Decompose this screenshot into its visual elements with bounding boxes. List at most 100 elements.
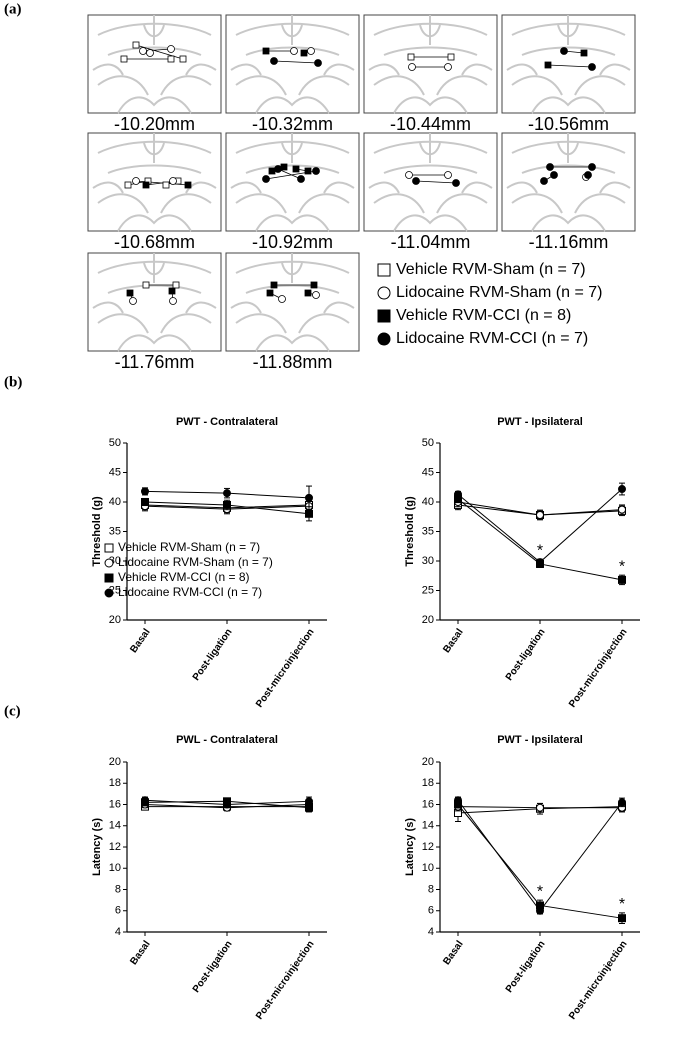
site-marker (444, 171, 452, 179)
brain-outline (298, 193, 350, 214)
site-marker (142, 181, 150, 189)
brain-outline (599, 181, 631, 194)
section-label: -10.92mm (252, 232, 333, 252)
legend-marker (104, 558, 114, 568)
site-marker (452, 179, 460, 187)
y-tick-label: 20 (422, 756, 434, 768)
site-marker (270, 57, 278, 65)
y-tick-label: 20 (422, 614, 434, 626)
brain-outline (255, 96, 330, 114)
brain-outline (599, 63, 631, 76)
x-tick-label: Post-ligation (504, 939, 548, 995)
brain-outline (323, 63, 355, 76)
brain-outline (511, 193, 563, 214)
brain-outline (298, 313, 350, 334)
chart-title: PWT - Ipsilateral (497, 734, 583, 746)
site-marker (280, 163, 288, 171)
y-axis-label: Threshold (g) (91, 496, 103, 567)
x-tick-label: Post-ligation (191, 627, 235, 683)
section-label: -10.56mm (528, 114, 609, 134)
legend-label: Lidocaine RVM-Sham (n = 7) (396, 284, 602, 301)
site-marker (179, 55, 187, 63)
panel-label: (a) (4, 1, 22, 17)
data-point (454, 490, 462, 499)
y-tick-label: 4 (428, 926, 434, 938)
y-tick-label: 18 (109, 777, 121, 789)
section-label: -11.76mm (115, 352, 195, 372)
brain-outline (160, 75, 212, 96)
y-tick-label: 6 (428, 905, 434, 917)
site-link (547, 64, 593, 68)
site-marker (124, 181, 132, 189)
panel-label: (b) (4, 374, 22, 390)
brain-outline (92, 301, 124, 314)
brain-outline (245, 164, 340, 174)
legend-marker (104, 573, 114, 583)
site-marker (167, 55, 175, 63)
brain-outline (160, 313, 212, 334)
y-tick-label: 6 (115, 905, 121, 917)
y-axis-label: Threshold (g) (404, 496, 416, 567)
site-marker (560, 47, 568, 55)
y-tick-label: 50 (422, 437, 434, 449)
chart-title: PWT - Contralateral (176, 416, 278, 428)
brain-outline (160, 193, 212, 214)
brain-outline (574, 193, 626, 214)
site-marker (292, 165, 300, 173)
site-marker (290, 47, 298, 55)
y-tick-label: 35 (422, 525, 434, 537)
site-marker (168, 287, 176, 295)
site-marker (544, 61, 552, 69)
section-image (501, 132, 636, 232)
brain-outline (92, 63, 124, 76)
data-point (618, 798, 626, 807)
site-marker (262, 47, 270, 55)
site-marker (584, 171, 592, 179)
site-marker (132, 41, 140, 49)
site-marker (172, 281, 180, 289)
site-marker (312, 291, 320, 299)
brain-outline (531, 96, 606, 114)
brain-outline (117, 96, 192, 114)
site-marker (405, 171, 413, 179)
x-tick-label: Basal (441, 939, 465, 967)
x-tick-label: Post-microinjection (254, 627, 317, 710)
brain-outline (235, 75, 287, 96)
data-point (305, 509, 313, 518)
brain-outline (281, 262, 303, 276)
brain-outline (368, 181, 400, 194)
site-marker (262, 175, 270, 183)
legend-label: Vehicle RVM-Sham (n = 7) (118, 540, 260, 554)
brain-outline (245, 284, 340, 294)
brain-outline (281, 142, 303, 156)
data-point (536, 803, 544, 812)
data-point (536, 510, 544, 519)
site-marker (580, 49, 588, 57)
site-marker (266, 289, 274, 297)
site-marker (588, 163, 596, 171)
site-marker (278, 295, 286, 303)
data-point (618, 914, 626, 923)
site-marker (314, 59, 322, 67)
site-marker (300, 49, 308, 57)
brain-outline (185, 63, 217, 76)
y-tick-label: 40 (422, 496, 434, 508)
site-marker (304, 289, 312, 297)
x-tick-label: Basal (128, 939, 152, 967)
section-image (363, 14, 498, 114)
brain-outline (521, 164, 616, 174)
y-tick-label: 20 (109, 756, 121, 768)
data-point (305, 797, 313, 806)
brain-outline (185, 181, 217, 194)
annotation: * (619, 558, 625, 575)
y-axis-label: Latency (s) (91, 818, 103, 876)
site-link (273, 60, 319, 64)
brain-outline (255, 334, 330, 352)
legend-marker (377, 332, 391, 346)
data-point (141, 498, 149, 506)
brain-outline (373, 75, 425, 96)
data-point (536, 558, 544, 567)
brain-outline (97, 75, 149, 96)
x-tick-label: Post-microinjection (567, 627, 630, 710)
section-image (87, 132, 222, 232)
